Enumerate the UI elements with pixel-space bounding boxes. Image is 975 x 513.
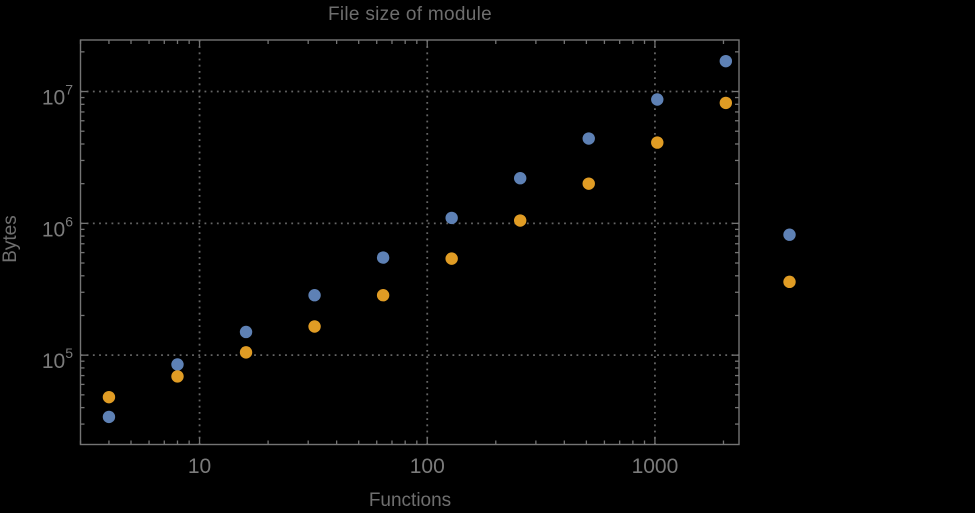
data-point-blue	[513, 172, 527, 185]
x-tick-label: 1000	[632, 455, 679, 478]
data-point-blue	[783, 228, 796, 241]
data-point-blue	[719, 54, 733, 68]
y-tick-label: 107	[42, 82, 73, 110]
data-point-orange	[102, 390, 116, 404]
plot-frame	[79, 39, 740, 446]
y-tick-label: 106	[42, 213, 73, 241]
data-point-orange	[651, 136, 664, 149]
data-point-orange	[783, 275, 796, 289]
data-point-blue	[445, 211, 458, 225]
data-point-orange	[582, 177, 595, 190]
data-point-orange	[719, 96, 733, 110]
data-point-blue	[582, 132, 595, 145]
data-point-orange	[308, 320, 321, 333]
data-point-orange	[445, 252, 458, 265]
data-point-blue	[171, 358, 184, 371]
data-point-orange	[513, 214, 527, 227]
data-point-orange	[239, 346, 253, 359]
data-point-blue	[102, 410, 116, 424]
data-point-orange	[376, 289, 390, 302]
chart-title: File size of module	[327, 4, 493, 25]
data-point-blue	[308, 289, 321, 302]
data-point-blue	[239, 325, 253, 339]
data-point-blue	[651, 93, 664, 106]
data-point-orange	[171, 370, 184, 383]
data-point-blue	[376, 251, 390, 264]
x-tick-label: 10	[188, 455, 211, 478]
y-tick-label: 105	[42, 345, 73, 373]
x-tick-label: 100	[410, 455, 445, 478]
x-axis-label: Functions	[368, 490, 452, 511]
